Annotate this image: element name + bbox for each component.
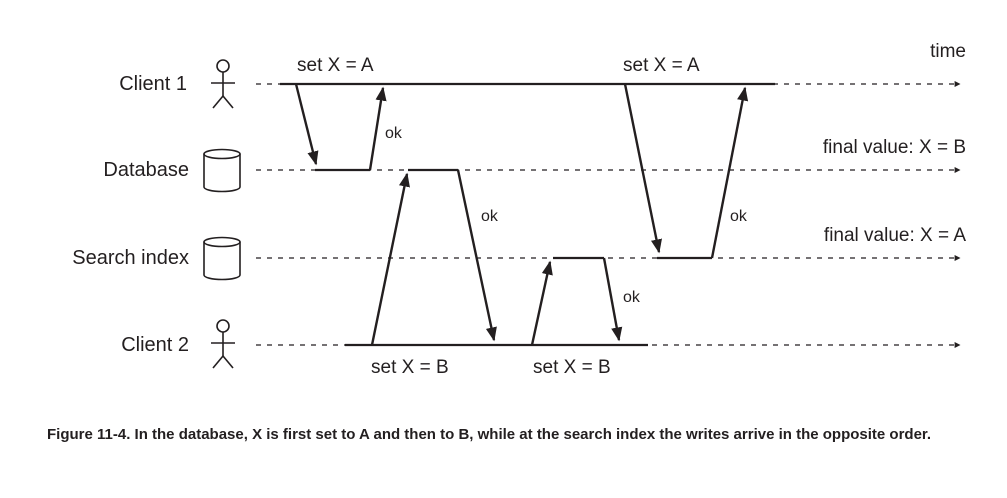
figure-caption: Figure 11-4. In the database, X is first… [47, 426, 932, 443]
lane-label-client1: Client 1 [119, 73, 187, 95]
search-index-icon [203, 236, 241, 281]
lane-label-client2: Client 2 [121, 334, 189, 356]
person-icon [211, 59, 235, 109]
arrow-client1-to-index [623, 83, 662, 254]
sequence-diagram: Client 1 Database Search index Client 2 [72, 41, 966, 378]
ok-label: ok [623, 289, 641, 306]
ok-label: ok [481, 208, 499, 225]
message-label: set X = B [533, 357, 611, 378]
person-icon [211, 319, 235, 369]
arrow-index-ok-to-client2 [602, 257, 623, 342]
ok-label: ok [730, 208, 748, 225]
arrow-db-ok-to-client1 [368, 86, 387, 171]
time-label: time [930, 41, 966, 62]
arrow-index-ok-to-client1 [710, 86, 749, 259]
final-value-search-index: final value: X = A [824, 225, 966, 246]
final-value-database: final value: X = B [823, 137, 966, 158]
message-label: set X = B [371, 357, 449, 378]
arrow-client2-to-index [530, 260, 553, 346]
arrow-client2-to-db [370, 172, 410, 346]
ok-label: ok [385, 125, 403, 142]
arrow-client1-to-db [294, 83, 319, 166]
message-label: set X = A [297, 55, 374, 76]
arrow-db-ok-to-client2 [456, 169, 497, 342]
database-icon [203, 148, 241, 193]
lane-label-database: Database [103, 159, 189, 181]
message-label: set X = A [623, 55, 700, 76]
lane-label-search-index: Search index [72, 247, 189, 269]
